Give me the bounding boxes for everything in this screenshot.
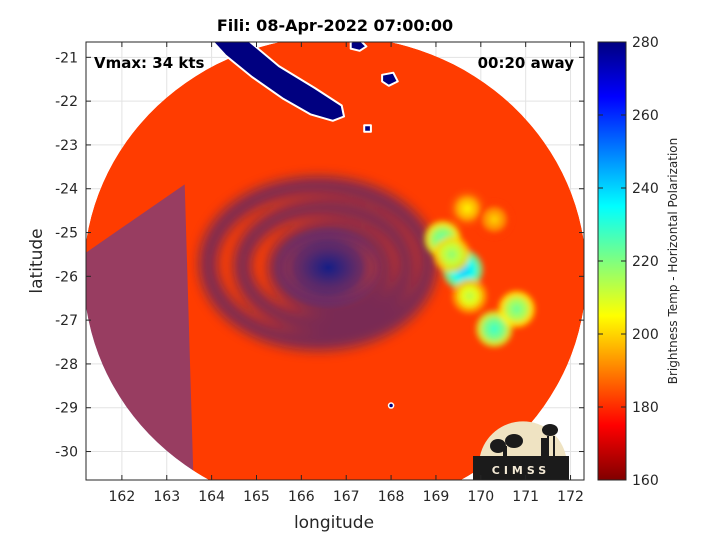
colorbar-tick-label: 180 bbox=[632, 400, 659, 416]
y-tick-label: -26 bbox=[55, 269, 78, 285]
cell-peak bbox=[489, 323, 500, 334]
x-tick-label: 165 bbox=[243, 489, 270, 505]
x-tick-label: 164 bbox=[198, 489, 225, 505]
time-away-annotation: 00:20 away bbox=[478, 54, 575, 72]
colorbar-tick-label: 260 bbox=[632, 108, 659, 124]
colorbar-tick-label: 160 bbox=[632, 473, 659, 489]
y-axis-label: latitude bbox=[27, 228, 47, 293]
cell-peak bbox=[465, 292, 474, 301]
y-tick-label: -21 bbox=[55, 50, 78, 66]
x-tick-label: 162 bbox=[109, 489, 136, 505]
y-tick-label: -23 bbox=[55, 138, 78, 154]
axes-frame bbox=[85, 41, 585, 481]
y-tick-label: -27 bbox=[55, 313, 78, 329]
islet-marker bbox=[387, 402, 395, 409]
spiral-ring bbox=[199, 176, 438, 351]
coastline-layer bbox=[211, 42, 399, 409]
colorbar-label: Brightness Temp - Horizontal Polarizatio… bbox=[666, 138, 680, 385]
cell-peak bbox=[490, 215, 499, 224]
x-tick-label: 172 bbox=[557, 489, 584, 505]
chart-title: Fili: 08-Apr-2022 07:00:00 bbox=[217, 16, 453, 35]
x-tick-label: 170 bbox=[467, 489, 494, 505]
x-tick-label: 166 bbox=[288, 489, 315, 505]
colorbar-tick-label: 280 bbox=[632, 35, 659, 51]
x-tick-label: 171 bbox=[512, 489, 539, 505]
x-tick-label: 168 bbox=[378, 489, 405, 505]
x-tick-label: 169 bbox=[423, 489, 450, 505]
x-axis-label: longitude bbox=[294, 513, 374, 533]
colorbar-tick-label: 200 bbox=[632, 327, 659, 343]
y-tick-label: -28 bbox=[55, 357, 78, 373]
y-tick-label: -22 bbox=[55, 94, 78, 110]
land-polygon bbox=[381, 71, 399, 87]
y-tick-label: -24 bbox=[55, 182, 78, 198]
colorbar-tick-label: 240 bbox=[632, 181, 659, 197]
convective-cells bbox=[424, 191, 535, 347]
logo-text: CIMSS bbox=[492, 464, 550, 477]
spiral-ring bbox=[233, 198, 416, 333]
y-tick-label: -25 bbox=[55, 226, 78, 242]
x-tick-label: 163 bbox=[153, 489, 180, 505]
vmax-annotation: Vmax: 34 kts bbox=[94, 54, 204, 72]
land-polygon bbox=[349, 42, 368, 52]
colorbar-ticks: 160 180 200 220 240 260 280 bbox=[598, 35, 659, 489]
colorbar-tick-label: 220 bbox=[632, 254, 659, 270]
land-polygon bbox=[363, 124, 372, 133]
x-tick-label: 167 bbox=[333, 489, 360, 505]
y-axis-ticks: -21 -22 -23 -24 -25 -26 -27 -28 -29 -30 bbox=[55, 50, 584, 461]
storm-center bbox=[273, 225, 384, 310]
y-tick-label: -29 bbox=[55, 401, 78, 417]
y-tick-label: -30 bbox=[55, 445, 78, 461]
cell-peak bbox=[511, 304, 522, 315]
cell-peak bbox=[446, 249, 457, 260]
cimss-logo: CIMSS bbox=[473, 421, 569, 480]
cell-peak bbox=[463, 204, 472, 213]
x-axis-ticks: 162 163 164 165 166 167 168 169 170 171 172 bbox=[109, 42, 584, 505]
land-polygon bbox=[211, 42, 345, 122]
